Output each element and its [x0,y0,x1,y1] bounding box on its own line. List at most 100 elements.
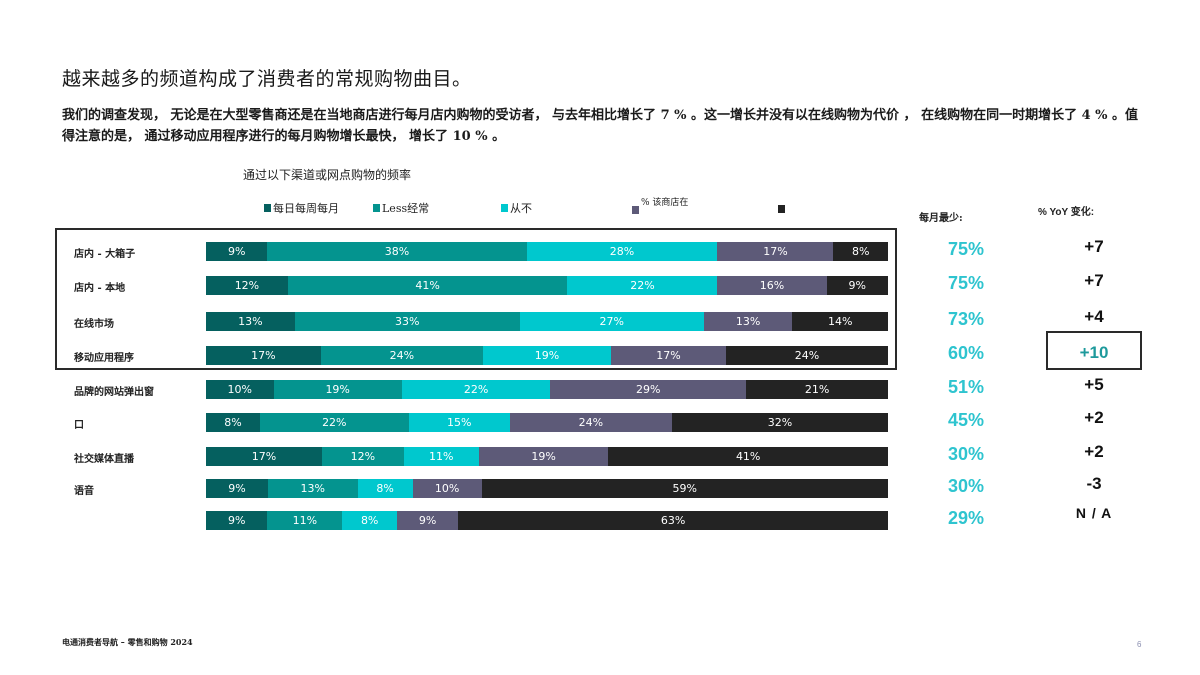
segment-value: 27% [599,315,624,328]
segment-value: 29% [636,383,661,396]
segment-value: 8% [851,245,870,258]
legend-swatch-icon [501,204,508,212]
bar-segment: 22% [260,413,409,432]
yoy-change-value: +10 [1079,343,1109,362]
segment-value: 41% [415,279,440,292]
bar-segment: 17% [717,242,834,261]
bar-segment: 59% [481,479,888,498]
monthly-at-least-value: 75% [947,273,985,293]
footer-text: 电通消费者导航 – 零售和购物 2024 [62,637,193,647]
segment-value: 21% [804,383,830,396]
row-label: 品牌的网站弹出窗 [74,387,154,398]
legend-label: 从不 [510,202,532,215]
stacked-bar: 9% 13% 8% 10% 59% [206,479,888,498]
monthly-at-least-value: 73% [947,309,985,329]
bar-segment: 9% [206,242,268,261]
segment-value: 19% [531,450,556,463]
bar-segment: 24% [509,413,672,432]
stacked-bar: 9% 38% 28% 17% 8% [206,242,888,261]
stacked-bar: 17% 24% 19% 17% 24% [206,346,888,365]
bar-segment: 14% [792,312,888,331]
bar-segment: 10% [206,380,274,399]
monthly-at-least-value: 45% [947,410,985,430]
bar-segment: 12% [321,447,404,466]
bar-segment: 8% [342,511,397,530]
monthly-header: 每月最少: [919,213,963,224]
stacked-bar: 13% 33% 27% 13% 14% [206,312,888,331]
highlight-box [55,228,897,370]
bar-segment: 8% [833,242,888,261]
bar-segment: 16% [717,276,827,295]
legend-item-never: 从不 [501,200,532,216]
bar-segment: 13% [703,312,793,331]
segment-value: 22% [463,383,489,396]
segment-value: 16% [759,279,785,292]
legend-swatch-icon [778,205,785,213]
segment-value: 17% [656,349,681,362]
segment-value: 17% [251,450,277,463]
monthly-at-least-value: 30% [947,444,985,464]
yoy-change-value: +7 [1084,271,1104,290]
bar-segment: 24% [320,346,483,365]
bar-segment: 24% [725,346,888,365]
row-label: 语音 [74,486,94,497]
bar-segment: 9% [206,511,268,530]
bar-segment: 21% [746,380,888,399]
bar-segment: 15% [408,413,510,432]
bar-segment: 17% [611,346,726,365]
legend-label: Less经常 [382,202,430,215]
legend-item-less-often: Less经常 [373,200,429,216]
segment-value: 22% [630,279,655,292]
segment-value: 10% [227,383,252,396]
monthly-at-least-value: 51% [947,377,985,397]
bar-segment: 8% [206,413,261,432]
segment-value: 41% [735,450,761,463]
yoy-change-value: +2 [1084,442,1104,461]
monthly-at-least-value: 29% [947,508,985,528]
monthly-at-least-value: 30% [947,476,985,496]
legend-item-black [778,205,787,213]
legend-item-daily-weekly-monthly: 每日每周每月 [264,200,339,216]
bar-segment: 8% [357,479,413,498]
segment-value: 13% [238,315,263,328]
segment-value: 14% [827,315,853,328]
bar-segment: 9% [206,479,268,498]
monthly-at-least-value: 75% [947,239,985,259]
bar-segment: 63% [458,511,888,530]
legend-swatch-icon [264,204,271,212]
row-label: 口 [74,420,84,431]
segment-value: 32% [767,416,793,429]
segment-value: 8% [360,514,379,527]
bar-segment: 22% [567,276,718,295]
row-label: 店内 - 本地 [74,283,126,294]
monthly-at-least-value: 60% [947,343,985,363]
segment-value: 8% [376,482,394,495]
legend-swatch-icon [632,206,639,214]
bar-segment: 29% [550,380,747,399]
yoy-change-value: N / A [1075,505,1113,521]
bar-segment: 19% [482,346,612,365]
segment-value: 9% [227,514,246,527]
segment-value: 11% [429,450,454,463]
bar-segment: 11% [267,511,343,530]
stacked-bar: 8% 22% 15% 24% 32% [206,413,888,432]
bar-segment: 28% [526,242,718,261]
bar-segment: 10% [412,479,482,498]
legend-swatch-icon [373,204,380,212]
stacked-bar: 10% 19% 22% 29% 21% [206,380,888,399]
segment-value: 12% [234,279,260,292]
segment-value: 12% [350,450,376,463]
legend-label: % 该商店在 [641,198,689,208]
segment-value: 17% [763,245,788,258]
segment-value: 8% [224,416,242,429]
segment-value: 33% [394,315,420,328]
segment-value: 24% [389,349,415,362]
bar-segment: 12% [206,276,288,295]
row-label: 移动应用程序 [74,353,134,364]
segment-value: 19% [325,383,350,396]
segment-value: 9% [418,514,437,527]
segment-value: 13% [300,482,325,495]
segment-value: 13% [735,315,761,328]
segment-value: 9% [848,279,866,292]
segment-value: 9% [227,245,246,258]
